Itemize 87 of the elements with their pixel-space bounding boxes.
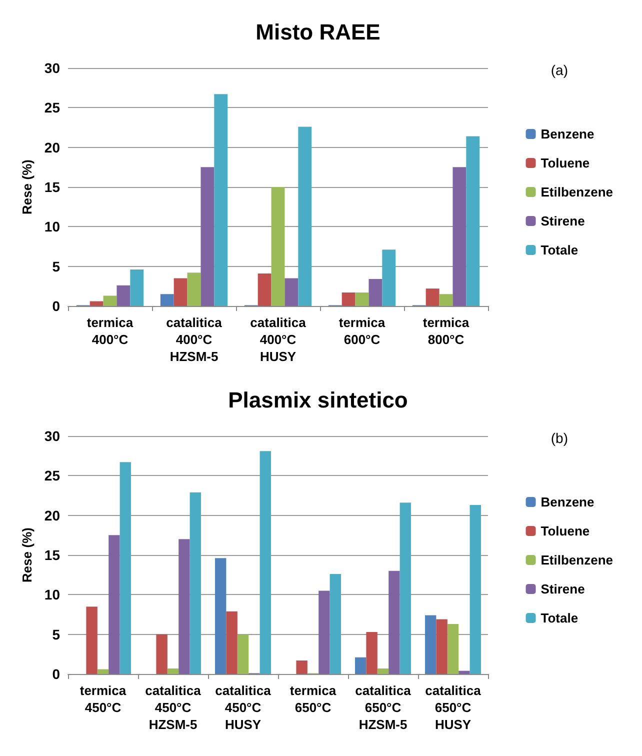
legend-label: Totale — [540, 610, 578, 626]
y-tick-label: 5 — [52, 258, 60, 274]
y-tick-label: 10 — [44, 218, 60, 235]
bar — [120, 462, 131, 674]
bar — [116, 285, 130, 306]
bar — [226, 611, 238, 674]
bar — [425, 615, 436, 674]
bar — [388, 570, 400, 674]
bar — [355, 292, 369, 306]
bar — [355, 657, 366, 674]
bar — [296, 660, 308, 674]
legend-label: Stirene — [540, 582, 585, 596]
legend-label: Toluene — [540, 156, 590, 170]
legend-label: Stirene — [540, 214, 585, 228]
chart-title: Plasmix sintetico — [228, 388, 408, 412]
text: (b) — [550, 430, 568, 446]
bar — [368, 279, 382, 306]
bar — [86, 606, 98, 674]
bar — [103, 296, 117, 306]
bar — [160, 294, 174, 306]
bar — [260, 451, 271, 674]
x-tick-label: catalitica 650°C HUSY — [425, 683, 482, 732]
legend-label: Etilbenzene — [540, 552, 614, 568]
x-tick-label: catalitica 650°C HZSM-5 — [355, 683, 412, 732]
legend-label: Totale — [540, 242, 578, 258]
bar — [174, 278, 188, 306]
legend-label: Toluene — [540, 524, 590, 538]
bar — [271, 187, 285, 306]
bar — [426, 288, 440, 306]
legend-label: Etilbenzene — [540, 184, 614, 200]
x-tick-label: catalitica 450°C HUSY — [215, 683, 272, 732]
bar — [187, 272, 201, 306]
x-tick-label: termica 650°C — [290, 683, 337, 715]
y-axis-title: Rese (%) — [20, 528, 35, 582]
bar — [470, 505, 481, 674]
x-tick-label: catalitica 400°C HZSM-5 — [166, 315, 223, 364]
y-tick-label: 15 — [44, 179, 60, 195]
x-tick-label: termica 600°C — [338, 315, 386, 347]
bar — [258, 273, 272, 306]
bar — [400, 502, 411, 674]
bar — [447, 624, 459, 674]
bar — [342, 292, 356, 306]
y-tick-label: 0 — [52, 298, 60, 314]
x-tick-label: catalitica 450°C HZSM-5 — [145, 683, 202, 732]
bar — [215, 558, 226, 674]
y-tick-label: 30 — [44, 60, 60, 76]
bar — [108, 535, 120, 674]
y-axis-title: Rese (%) — [20, 160, 35, 214]
bar — [167, 668, 179, 674]
x-tick-label: termica 400°C — [86, 315, 134, 347]
y-tick-label: 0 — [52, 666, 60, 682]
bar — [318, 590, 330, 674]
bar — [156, 634, 168, 674]
y-tick-label: 30 — [44, 428, 60, 444]
legend-label: Benzene — [540, 126, 594, 142]
bar — [439, 294, 453, 306]
y-tick-label: 25 — [44, 100, 60, 116]
bar — [330, 574, 341, 674]
bar — [298, 126, 312, 306]
text: (a) — [550, 62, 568, 78]
x-tick-label: termica 800°C — [422, 315, 470, 347]
bar — [458, 670, 470, 674]
bar — [377, 668, 389, 674]
y-tick-label: 15 — [44, 547, 60, 563]
bar — [366, 632, 378, 674]
x-tick-label: catalitica 400°C HUSY — [250, 315, 307, 364]
bar — [130, 270, 144, 306]
bar — [97, 669, 109, 674]
legend-label: Benzene — [540, 494, 594, 510]
y-tick-label: 25 — [44, 468, 60, 484]
y-tick-label: 10 — [44, 586, 60, 603]
bar — [190, 492, 201, 674]
bar — [436, 619, 448, 674]
y-tick-label: 5 — [52, 626, 60, 642]
bar — [284, 278, 298, 306]
y-tick-label: 20 — [44, 507, 60, 524]
chart-title: Misto RAEE — [256, 20, 380, 44]
bar — [466, 136, 480, 306]
y-tick-label: 20 — [44, 139, 60, 156]
bar — [200, 167, 214, 306]
bar — [90, 301, 104, 306]
bar — [382, 250, 396, 306]
bar — [452, 167, 466, 306]
x-tick-label: termica 450°C — [80, 683, 127, 715]
bar — [214, 94, 228, 306]
bar — [237, 634, 249, 674]
bar — [178, 539, 190, 674]
